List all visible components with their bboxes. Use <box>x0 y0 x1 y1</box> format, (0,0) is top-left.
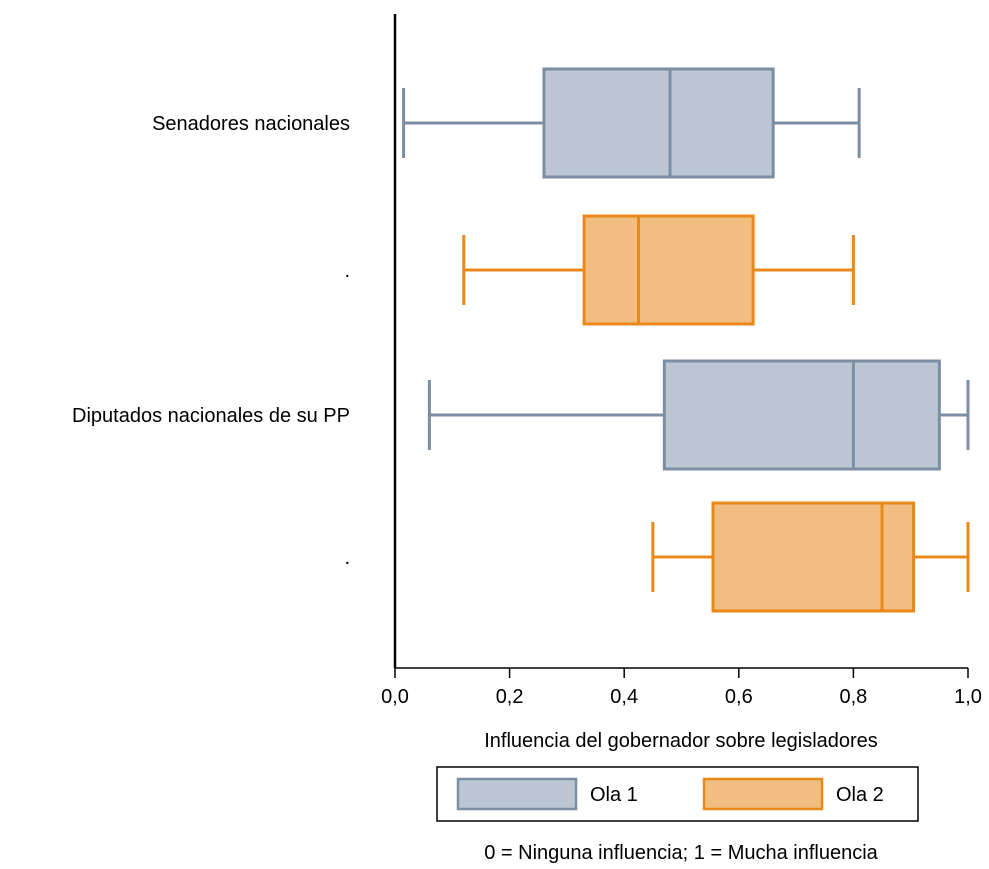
x-ticks: 0,0 0,2 0,4 0,6 0,8 1,0 <box>381 668 982 708</box>
x-tick-label: 0,6 <box>725 686 753 708</box>
x-tick-label: 0,8 <box>839 686 867 708</box>
category-label: Senadores nacionales <box>152 113 350 135</box>
x-tick-label: 1,0 <box>954 686 982 708</box>
iqr-box <box>662 359 941 471</box>
legend-frame <box>436 766 919 822</box>
iqr-box <box>542 67 775 179</box>
category-label: . <box>344 260 350 282</box>
legend-key-ola-1 <box>456 777 578 811</box>
category-label: Diputados nacionales de su PP <box>72 405 350 427</box>
box-2 <box>462 214 855 326</box>
category-label: . <box>344 547 350 569</box>
box-1 <box>402 67 861 179</box>
x-tick-label: 0,2 <box>496 686 524 708</box>
category-labels: Senadores nacionales. Diputados nacionale… <box>72 113 350 569</box>
x-axis-title: Influencia del gobernador sobre legislad… <box>484 730 878 752</box>
x-tick-label: 0,0 <box>381 686 409 708</box>
legend: Ola 1 Ola 2 <box>436 766 919 822</box>
box-4 <box>651 501 970 613</box>
boxes-layer <box>402 67 970 613</box>
legend-label-ola-1: Ola 1 <box>590 784 638 806</box>
box-3 <box>427 359 970 471</box>
iqr-box <box>582 214 755 326</box>
scale-note: 0 = Ninguna influencia; 1 = Mucha influe… <box>484 842 878 864</box>
legend-label-ola-2: Ola 2 <box>836 784 884 806</box>
iqr-box <box>711 501 916 613</box>
x-tick-label: 0,4 <box>610 686 638 708</box>
legend-key-ola-2 <box>702 777 824 811</box>
